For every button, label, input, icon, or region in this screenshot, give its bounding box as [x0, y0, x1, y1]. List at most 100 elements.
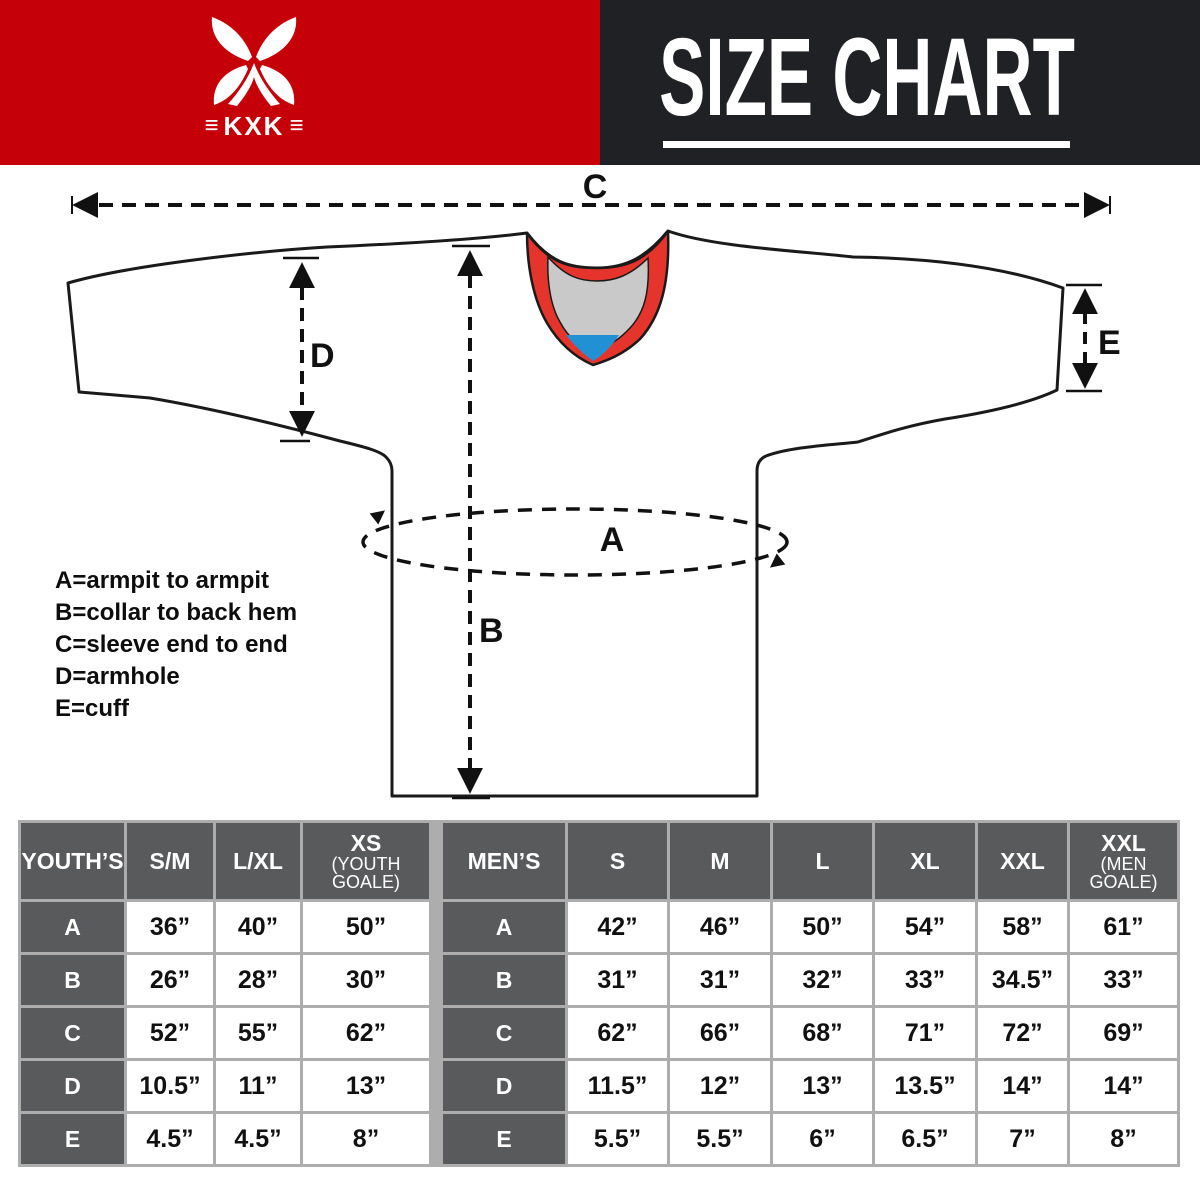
size-value-men: 66” — [670, 1008, 770, 1058]
size-value-youth: 10.5” — [127, 1061, 213, 1111]
size-value-men: 54” — [875, 902, 975, 952]
row-label-men: E — [443, 1114, 565, 1164]
column-header: S — [568, 823, 667, 899]
column-header: XXL — [978, 823, 1067, 899]
dimension-label-c: C — [583, 168, 608, 206]
size-value-men: 14” — [1070, 1061, 1177, 1111]
dimension-line-c — [71, 192, 1111, 218]
row-label-youth: E — [21, 1114, 124, 1164]
table-section-gap — [432, 902, 440, 952]
column-header: S/M — [127, 823, 213, 899]
row-label-youth: D — [21, 1061, 124, 1111]
size-value-men: 14” — [978, 1061, 1067, 1111]
size-value-men: 33” — [1070, 955, 1177, 1005]
size-value-men: 13” — [773, 1061, 872, 1111]
legend-line-b: B=collar to back hem — [55, 599, 298, 626]
row-label-youth: B — [21, 955, 124, 1005]
size-value-youth: 30” — [303, 955, 429, 1005]
size-value-men: 61” — [1070, 902, 1177, 952]
size-table: YOUTH’S S/M L/XL XS (YOUTH GOALE) MEN’S S M L XL X… — [18, 820, 1180, 1167]
table-section-gap — [432, 1114, 440, 1164]
size-value-men: 46” — [670, 902, 770, 952]
collar-inner — [547, 255, 650, 353]
table-section-gap — [432, 955, 440, 1005]
size-value-youth: 8” — [303, 1114, 429, 1164]
table-section-gap — [432, 1061, 440, 1111]
dimension-label-e: E — [1098, 324, 1121, 362]
row-label-men: A — [443, 902, 565, 952]
size-value-men: 71” — [875, 1008, 975, 1058]
triple-bar-icon: ≡ — [204, 112, 219, 139]
brand-wordmark: ≡ KXK ≡ — [205, 113, 304, 139]
legend-line-a: A=armpit to armpit — [55, 567, 270, 594]
jersey-diagram: C D B A E — [66, 168, 1121, 800]
row-label-men: D — [443, 1061, 565, 1111]
legend-line-e: E=cuff — [55, 695, 130, 722]
collar-insert — [566, 335, 619, 361]
size-value-youth: 40” — [216, 902, 300, 952]
column-header: XL — [875, 823, 975, 899]
column-header: XXL (MEN GOALE) — [1070, 823, 1177, 899]
size-value-men: 5.5” — [670, 1114, 770, 1164]
size-value-men: 13.5” — [875, 1061, 975, 1111]
column-header: M — [670, 823, 770, 899]
size-value-men: 33” — [875, 955, 975, 1005]
legend: A=armpit to armpit B=collar to back hem … — [55, 565, 297, 725]
title-banner — [600, 0, 1200, 165]
brand-banner: ≡ KXK ≡ — [0, 0, 600, 165]
row-label-men: B — [443, 955, 565, 1005]
size-value-youth: 4.5” — [127, 1114, 213, 1164]
page-title: SIZE CHART — [658, 16, 1075, 139]
brand-emblem-icon — [211, 17, 297, 106]
size-value-men: 32” — [773, 955, 872, 1005]
size-value-men: 68” — [773, 1008, 872, 1058]
row-label-youth: A — [21, 902, 124, 952]
size-value-men: 7” — [978, 1114, 1067, 1164]
size-value-men: 6.5” — [875, 1114, 975, 1164]
title-underline — [663, 141, 1070, 148]
size-value-men: 50” — [773, 902, 872, 952]
legend-line-c: C=sleeve end to end — [55, 631, 288, 658]
column-header: MEN’S — [443, 823, 565, 899]
title-block: SIZE CHART — [600, 0, 1133, 165]
jersey-outline — [66, 229, 1065, 798]
size-value-youth: 11” — [216, 1061, 300, 1111]
size-value-youth: 52” — [127, 1008, 213, 1058]
size-value-youth: 4.5” — [216, 1114, 300, 1164]
size-value-youth: 13” — [303, 1061, 429, 1111]
size-value-youth: 26” — [127, 955, 213, 1005]
size-value-youth: 62” — [303, 1008, 429, 1058]
size-value-men: 11.5” — [568, 1061, 667, 1111]
size-value-men: 34.5” — [978, 955, 1067, 1005]
column-header: XS (YOUTH GOALE) — [303, 823, 429, 899]
size-value-men: 42” — [568, 902, 667, 952]
table-section-gap — [432, 1008, 440, 1058]
column-header: YOUTH’S — [21, 823, 124, 899]
legend-line-d: D=armhole — [55, 663, 180, 690]
row-label-men: C — [443, 1008, 565, 1058]
size-value-youth: 28” — [216, 955, 300, 1005]
size-value-men: 12” — [670, 1061, 770, 1111]
dimension-line-b — [452, 244, 490, 800]
size-value-youth: 50” — [303, 902, 429, 952]
table-section-gap — [432, 823, 440, 899]
size-value-men: 8” — [1070, 1114, 1177, 1164]
dimension-label-a: A — [600, 521, 625, 559]
size-value-youth: 36” — [127, 902, 213, 952]
size-value-men: 31” — [568, 955, 667, 1005]
column-header: L — [773, 823, 872, 899]
size-value-men: 62” — [568, 1008, 667, 1058]
triple-bar-icon: ≡ — [289, 112, 304, 139]
size-value-men: 58” — [978, 902, 1067, 952]
size-value-men: 72” — [978, 1008, 1067, 1058]
size-value-youth: 55” — [216, 1008, 300, 1058]
column-header: L/XL — [216, 823, 300, 899]
dimension-line-e — [1066, 283, 1102, 393]
brand-logo: ≡ KXK ≡ — [190, 12, 318, 139]
dimension-label-b: B — [479, 612, 504, 650]
size-value-men: 6” — [773, 1114, 872, 1164]
dimension-line-a — [361, 507, 789, 577]
size-value-men: 69” — [1070, 1008, 1177, 1058]
brand-name: KXK — [223, 111, 285, 141]
